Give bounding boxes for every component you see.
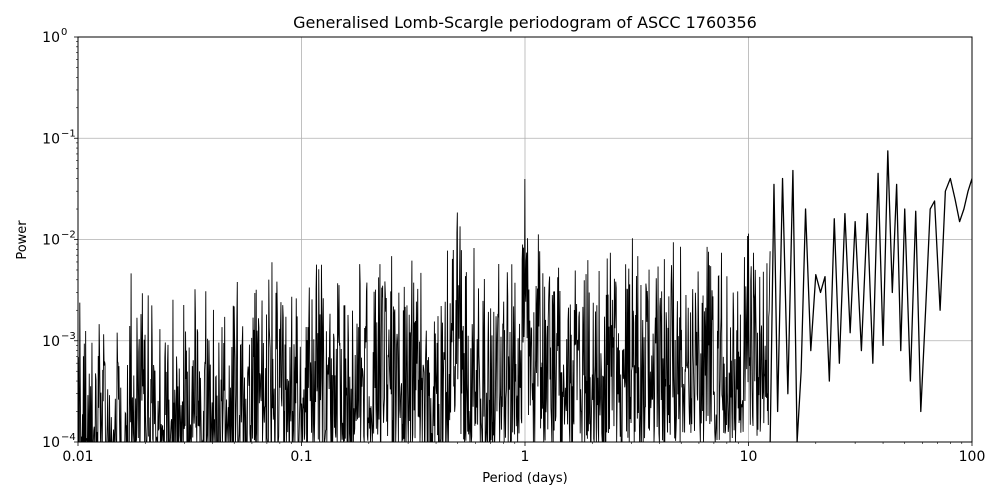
y-tick-base: 10 bbox=[42, 233, 60, 249]
y-tick-label: 10 bbox=[42, 334, 60, 350]
y-tick-base: 10 bbox=[42, 131, 60, 147]
chart-title: Generalised Lomb-Scargle periodogram of … bbox=[293, 13, 757, 32]
y-tick-exponent: −1 bbox=[61, 128, 76, 139]
plot-series bbox=[78, 150, 972, 442]
x-axis-label: Period (days) bbox=[482, 471, 568, 486]
y-axis-label: Power bbox=[15, 220, 30, 260]
periodogram-dense-line bbox=[78, 178, 771, 442]
x-tick-label: 1 bbox=[521, 449, 530, 465]
y-tick-base: 10 bbox=[42, 435, 60, 451]
y-tick-base: 10 bbox=[42, 334, 60, 350]
x-tick-label: 0.1 bbox=[290, 449, 312, 465]
x-tick-label: 10 bbox=[740, 449, 758, 465]
y-tick-label: 10 bbox=[42, 30, 60, 46]
y-tick-exponent: −4 bbox=[61, 432, 76, 443]
y-tick-base: 10 bbox=[42, 30, 60, 46]
y-tick-label: 10 bbox=[42, 435, 60, 451]
y-tick-label: 10 bbox=[42, 233, 60, 249]
x-tick-label: 100 bbox=[959, 449, 986, 465]
periodogram-line bbox=[769, 150, 972, 442]
x-tick-label: 0.01 bbox=[62, 449, 93, 465]
y-tick-label: 10 bbox=[42, 131, 60, 147]
y-tick-exponent: −2 bbox=[61, 230, 76, 241]
y-tick-exponent: 0 bbox=[61, 27, 67, 38]
y-tick-exponent: −3 bbox=[61, 331, 76, 342]
plot-frame bbox=[77, 36, 973, 443]
